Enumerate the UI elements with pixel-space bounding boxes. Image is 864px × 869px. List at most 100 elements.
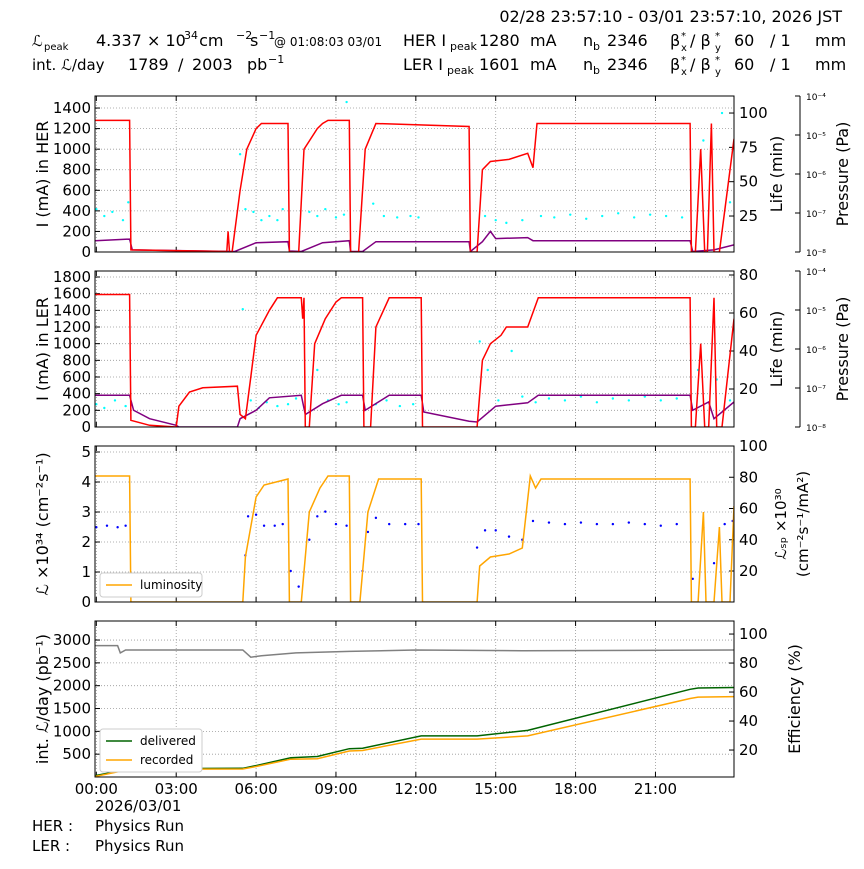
- x-tick-label: 00:00: [75, 780, 118, 798]
- header-field: 2346: [607, 55, 648, 74]
- scatter-point: [254, 513, 258, 516]
- header-field: y: [715, 67, 721, 78]
- y2-label: Efficiency (%): [785, 644, 804, 754]
- y3-tick-label: 10⁻⁴: [806, 93, 826, 103]
- scatter-point: [494, 529, 497, 532]
- scatter-point: [664, 214, 668, 218]
- scatter-point: [720, 111, 724, 115]
- header-field: 4.337: [96, 31, 142, 50]
- scatter-point: [483, 529, 487, 532]
- y2-label: (cm⁻²s⁻¹/mA²): [794, 471, 812, 577]
- scatter-point: [553, 216, 556, 219]
- header-field: ℒ: [32, 32, 43, 50]
- series-line: [95, 695, 734, 777]
- scatter-point: [382, 214, 386, 218]
- y-tick-label: 0: [81, 243, 91, 261]
- scatter-point: [505, 221, 508, 225]
- y-tick-label: 1000: [53, 335, 91, 353]
- scatter-point: [534, 401, 537, 404]
- plot-frame: [94, 95, 735, 253]
- y3-tick-label: 10⁻⁸: [806, 424, 826, 434]
- header-field: 1280: [479, 31, 520, 50]
- scatter-point: [728, 201, 732, 204]
- y-tick-label: 1200: [53, 318, 91, 336]
- y3-tick-label: 10⁻⁵: [806, 307, 826, 317]
- header-field: / β: [690, 31, 711, 50]
- y-tick-label: 1400: [53, 99, 91, 117]
- y2-tick-label: 80: [739, 266, 758, 284]
- her-mode: Physics Run: [95, 817, 184, 835]
- y2-tick-label: 80: [739, 468, 758, 486]
- header-field: y: [715, 43, 721, 54]
- plot-frame: [94, 270, 735, 428]
- y2-tick-label: 100: [739, 437, 768, 455]
- header-field: 34: [184, 29, 198, 42]
- scatter-point: [374, 516, 378, 520]
- scatter-point: [659, 524, 662, 527]
- y-tick-label: 2: [81, 533, 91, 551]
- header-field: mA: [530, 31, 557, 50]
- scatter-point: [241, 307, 244, 311]
- scatter-point: [260, 218, 263, 222]
- x-date: 2026/03/01: [95, 797, 181, 815]
- scatter-point: [324, 207, 327, 211]
- scatter-point: [403, 522, 407, 526]
- header-field: *: [715, 55, 720, 66]
- header-field: 1601: [479, 55, 520, 74]
- scatter-point: [345, 401, 348, 404]
- scatter-point: [675, 522, 678, 526]
- x-tick-label: 18:00: [554, 780, 597, 798]
- scatter-point: [334, 522, 338, 526]
- scatter-point: [483, 214, 487, 218]
- scatter-point: [547, 397, 551, 400]
- y-tick-label: 800: [62, 351, 91, 369]
- header-field: n: [583, 55, 593, 74]
- header-field: peak: [447, 64, 474, 77]
- scatter-point: [268, 214, 271, 218]
- header-field: *: [715, 31, 720, 42]
- header-field: −1: [259, 29, 275, 42]
- scatter-point: [385, 399, 388, 402]
- header-field: cm: [194, 31, 223, 50]
- y-tick-label: 400: [62, 385, 91, 403]
- y3-tick-label: 10⁻⁵: [806, 132, 826, 142]
- series-line: [95, 644, 734, 658]
- scatter-point: [95, 526, 98, 529]
- header-field: / 1: [770, 55, 791, 74]
- scatter-point: [316, 515, 319, 518]
- scatter-point: [316, 368, 319, 372]
- y-label: I (mA) in LER: [33, 297, 52, 401]
- scatter-point: [395, 216, 399, 219]
- y-tick-label: 200: [62, 401, 91, 419]
- scatter-point: [507, 535, 511, 538]
- scatter-point: [273, 524, 276, 527]
- scatter-point: [345, 100, 348, 104]
- y-label: int. ℒ/day (pb⁻¹): [33, 634, 52, 764]
- scatter-point: [659, 399, 662, 402]
- scatter-point: [417, 522, 420, 526]
- scatter-point: [723, 522, 726, 526]
- scatter-point: [124, 404, 127, 408]
- scatter-point: [289, 569, 292, 573]
- scatter-point: [409, 214, 412, 218]
- scatter-point: [595, 401, 599, 404]
- header-field: × 10: [147, 31, 186, 50]
- header-field: *: [681, 55, 686, 66]
- plot-frame: [94, 620, 735, 778]
- header-field: / 1: [770, 31, 791, 50]
- scatter-point: [105, 524, 109, 527]
- y-tick-label: 400: [62, 202, 91, 220]
- header-field: 1789: [128, 55, 169, 74]
- scatter-point: [345, 524, 348, 527]
- y-tick-label: 0: [81, 418, 91, 436]
- legend-label: delivered: [140, 734, 196, 748]
- y3-tick-label: 10⁻⁷: [806, 210, 826, 220]
- header-field: mA: [530, 55, 557, 74]
- header-field: mm: [815, 31, 846, 50]
- scatter-point: [579, 521, 583, 524]
- scatter-point: [262, 524, 266, 527]
- x-tick-label: 03:00: [155, 780, 198, 798]
- scatter-point: [249, 399, 252, 402]
- scatter-point: [372, 202, 375, 205]
